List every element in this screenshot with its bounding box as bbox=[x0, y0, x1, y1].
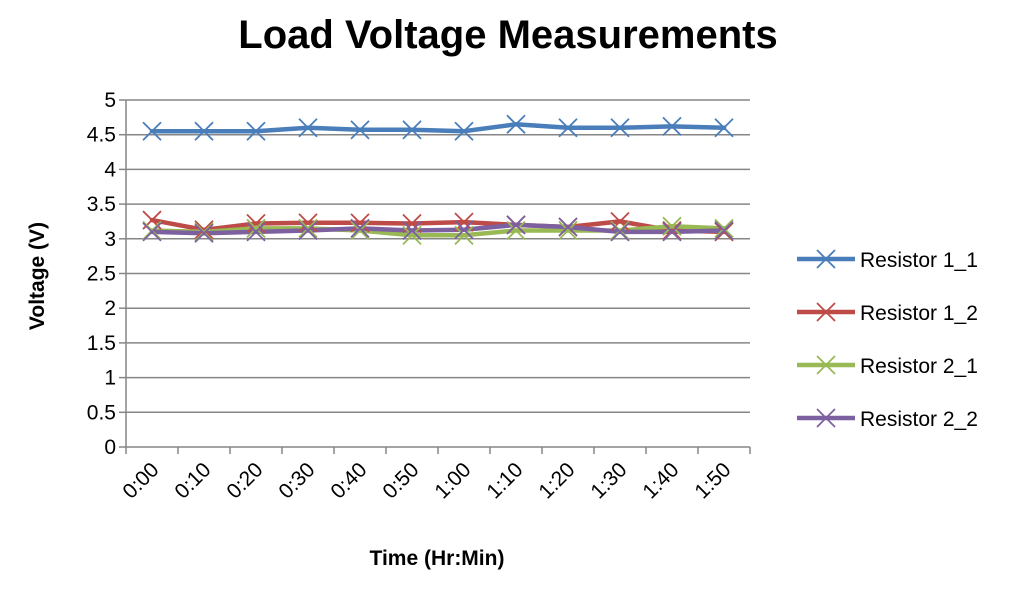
data-point-marker bbox=[662, 116, 682, 137]
data-point-marker bbox=[454, 225, 474, 245]
data-point-marker bbox=[350, 218, 370, 239]
legend: Resistor 1_1 Resistor 1_2 Resistor 2_1 Resi… bbox=[797, 249, 978, 431]
data-point-marker bbox=[558, 217, 578, 237]
y-tick-label: 3 bbox=[104, 228, 116, 251]
legend-item: Resistor 2_2 bbox=[797, 408, 978, 431]
data-point-marker bbox=[454, 220, 474, 240]
legend-label: Resistor 2_1 bbox=[860, 355, 978, 378]
x-tick-label: 0:20 bbox=[222, 458, 267, 503]
y-axis-title: Voltage (V) bbox=[26, 222, 49, 330]
y-tick-label: 1 bbox=[104, 367, 116, 390]
x-tick-label: 1:20 bbox=[534, 458, 579, 503]
series-lines bbox=[142, 114, 734, 245]
x-tick-label: 0:50 bbox=[378, 458, 423, 503]
chart-title: Load Voltage Measurements bbox=[238, 13, 777, 57]
x-tick-label: 1:00 bbox=[430, 458, 475, 503]
y-tick-label: 4 bbox=[104, 158, 116, 181]
legend-item: Resistor 2_1 bbox=[797, 355, 978, 378]
legend-marker bbox=[816, 249, 836, 269]
data-point-marker bbox=[298, 218, 318, 239]
data-point-marker bbox=[350, 120, 370, 140]
data-point-marker bbox=[558, 220, 578, 241]
data-point-marker bbox=[246, 213, 266, 234]
x-tick-label: 1:30 bbox=[586, 458, 631, 503]
data-point-marker bbox=[662, 216, 682, 236]
y-tick-label: 2 bbox=[104, 297, 116, 320]
legend-marker bbox=[816, 408, 836, 428]
data-point-marker bbox=[246, 121, 266, 141]
y-tick-label: 1.5 bbox=[87, 332, 116, 355]
data-point-marker bbox=[402, 120, 422, 140]
data-point-marker bbox=[350, 220, 370, 241]
data-point-marker bbox=[142, 222, 162, 242]
data-point-marker bbox=[454, 121, 474, 141]
data-point-marker bbox=[714, 222, 734, 242]
data-point-marker bbox=[298, 118, 318, 138]
y-tick-label: 3.5 bbox=[87, 193, 116, 216]
data-point-marker bbox=[246, 222, 266, 242]
data-point-marker bbox=[714, 220, 734, 241]
data-point-marker bbox=[610, 220, 630, 241]
x-tick-label: 1:10 bbox=[482, 458, 527, 503]
x-tick-label: 1:40 bbox=[638, 458, 683, 503]
data-point-marker bbox=[506, 220, 526, 241]
data-point-marker bbox=[506, 215, 526, 235]
data-point-marker bbox=[142, 121, 162, 141]
data-point-marker bbox=[194, 121, 214, 141]
x-axis-title: Time (Hr:Min) bbox=[370, 547, 505, 570]
legend-label: Resistor 2_2 bbox=[860, 408, 978, 431]
data-point-marker bbox=[246, 218, 266, 239]
data-point-marker bbox=[350, 213, 370, 233]
axes: 0 0.5 1 1.5 2 2.5 3 3.5 4 4.5 5 0:00 0:10 0:20 0:30 0:4… bbox=[87, 89, 751, 503]
legend-label: Resistor 1_1 bbox=[860, 249, 978, 272]
x-tick-label: 0:40 bbox=[326, 458, 371, 503]
y-tick-label: 5 bbox=[104, 89, 116, 112]
data-point-marker bbox=[662, 220, 682, 241]
legend-item: Resistor 1_1 bbox=[797, 249, 978, 272]
legend-marker bbox=[816, 302, 836, 322]
data-point-marker bbox=[142, 220, 162, 241]
legend-item: Resistor 1_2 bbox=[797, 302, 978, 325]
legend-label: Resistor 1_2 bbox=[860, 302, 978, 325]
data-point-marker bbox=[298, 213, 318, 233]
data-point-marker bbox=[558, 118, 578, 138]
data-point-marker bbox=[194, 223, 214, 243]
legend-marker bbox=[816, 355, 836, 375]
x-tick-label: 0:10 bbox=[170, 458, 215, 503]
data-point-marker bbox=[402, 220, 422, 241]
data-point-marker bbox=[402, 225, 422, 245]
data-point-marker bbox=[714, 118, 734, 138]
data-point-marker bbox=[298, 220, 318, 241]
y-tick-label: 2.5 bbox=[87, 263, 116, 286]
data-point-marker bbox=[610, 211, 630, 232]
data-point-marker bbox=[610, 118, 630, 138]
x-tick-label: 0:00 bbox=[118, 458, 163, 503]
data-point-marker bbox=[194, 222, 214, 242]
data-point-marker bbox=[662, 222, 682, 242]
y-tick-label: 0 bbox=[104, 436, 116, 459]
gridlines bbox=[126, 99, 750, 414]
data-point-marker bbox=[506, 114, 526, 134]
data-point-marker bbox=[194, 220, 214, 240]
data-point-marker bbox=[714, 218, 734, 239]
data-point-marker bbox=[610, 222, 630, 242]
x-tick-label: 0:30 bbox=[274, 458, 319, 503]
y-tick-label: 4.5 bbox=[87, 124, 116, 147]
x-tick-label: 1:50 bbox=[690, 458, 735, 503]
series-line-1 bbox=[149, 122, 727, 134]
y-tick-label: 0.5 bbox=[87, 401, 116, 424]
